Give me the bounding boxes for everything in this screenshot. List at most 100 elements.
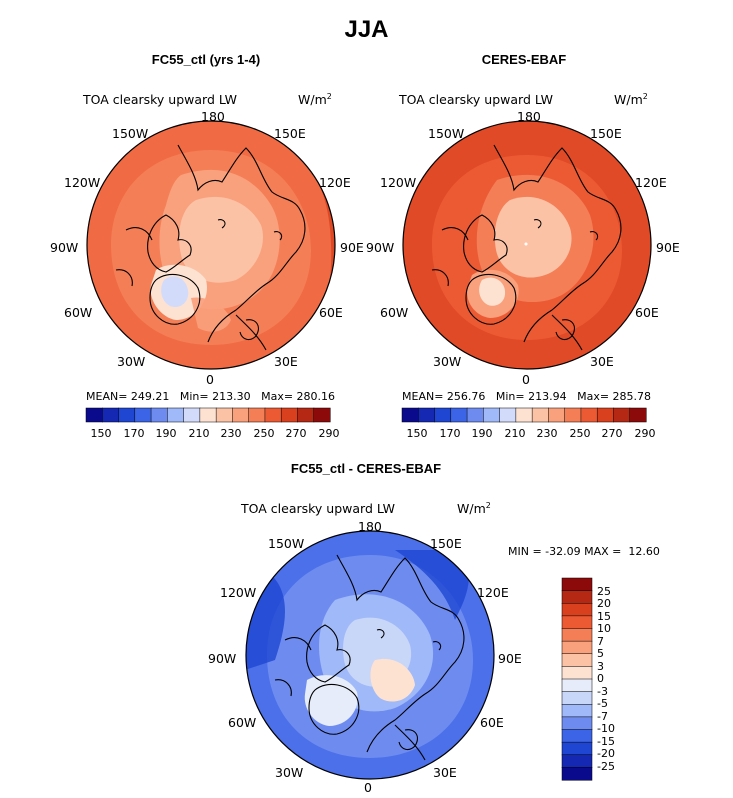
- panel2-lon-90e: 90E: [656, 240, 680, 255]
- colorbar-swatch: [85, 407, 103, 423]
- panel1-map-border: [86, 120, 336, 370]
- colorbar-swatch: [499, 407, 517, 423]
- colorbar-swatch: [561, 704, 593, 718]
- panel3-lon-120w: 120W: [220, 585, 257, 600]
- panel2-lon-120w: 120W: [380, 175, 417, 190]
- panel3-cb-label: -7: [597, 710, 608, 723]
- colorbar-swatch: [564, 407, 582, 423]
- panel2-lon-180: 180: [517, 109, 541, 124]
- panel1-lon-30e: 30E: [274, 354, 298, 369]
- panel3-colorbar: [561, 577, 593, 781]
- panel2-cb-label: 250: [569, 427, 591, 440]
- panel1-cb-label: 290: [318, 427, 340, 440]
- panel1-title: FC55_ctl (yrs 1-4): [151, 52, 261, 67]
- colorbar-swatch: [629, 407, 647, 423]
- panel3-cb-label: 0: [597, 672, 604, 685]
- colorbar-swatch: [561, 628, 593, 642]
- panel3-lon-30w: 30W: [275, 765, 304, 780]
- panel2-lon-90w: 90W: [366, 240, 395, 255]
- panel1-lon-120w: 120W: [64, 175, 101, 190]
- panel2-lon-30e: 30E: [590, 354, 614, 369]
- panel1-colorbar: [85, 407, 331, 423]
- colorbar-swatch: [561, 754, 593, 768]
- panel2-variable-label: TOA clearsky upward LW: [399, 92, 554, 107]
- panel3-cb-label: -15: [597, 735, 615, 748]
- panel2-cb-label: 150: [406, 427, 428, 440]
- colorbar-swatch: [134, 407, 152, 423]
- panel3-cb-label: -3: [597, 685, 608, 698]
- colorbar-swatch: [183, 407, 201, 423]
- panel3-cb-label: 3: [597, 660, 604, 673]
- panel3-polar-map: [245, 530, 495, 780]
- colorbar-swatch: [401, 407, 419, 423]
- panel3-cb-label: -10: [597, 722, 615, 735]
- panel3-cb-label: 20: [597, 597, 611, 610]
- panel1-greenland-cold: [161, 276, 189, 308]
- panel2-polar-map: [402, 120, 652, 370]
- panel2-cb-label: 290: [634, 427, 656, 440]
- colorbar-swatch: [561, 590, 593, 604]
- colorbar-swatch: [561, 691, 593, 705]
- panel3-cb-label: -5: [597, 697, 608, 710]
- panel1-lon-30w: 30W: [117, 354, 146, 369]
- panel1-cb-label: 170: [123, 427, 145, 440]
- panel1-arctic-core: [179, 196, 264, 283]
- panel1-variable-label: TOA clearsky upward LW: [83, 92, 238, 107]
- colorbar-swatch: [280, 407, 299, 423]
- panel1-lon-0: 0: [206, 372, 214, 387]
- panel2-arctic-core: [494, 196, 572, 278]
- panel1-stats: MEAN= 249.21 Min= 213.30 Max= 280.16: [86, 390, 336, 403]
- panel3-stats: MIN = -32.09 MAX = 12.60: [508, 545, 660, 558]
- panel3-coastlines: [274, 554, 465, 761]
- panel3-cb-label: 10: [597, 622, 611, 635]
- colorbar-swatch: [561, 741, 593, 756]
- panel3-lon-0: 0: [364, 780, 372, 795]
- panel3-cb-label: 25: [597, 585, 611, 598]
- panel2-title: CERES-EBAF: [481, 52, 567, 67]
- panel3-northeast-deep: [395, 550, 470, 620]
- panel2-cb-label: 190: [471, 427, 493, 440]
- panel3-variable-label: TOA clearsky upward LW: [241, 501, 396, 516]
- panel2-lon-150w: 150W: [428, 126, 465, 141]
- colorbar-swatch: [264, 407, 282, 423]
- panel2-lon-30w: 30W: [433, 354, 462, 369]
- panel2-lon-60w: 60W: [380, 305, 409, 320]
- panel1-coastlines: [115, 144, 306, 351]
- panel1-lon-90e: 90E: [340, 240, 364, 255]
- panel3-lon-150w: 150W: [268, 536, 305, 551]
- colorbar-swatch: [167, 407, 185, 423]
- panel2-cb-label: 170: [439, 427, 461, 440]
- panel1-lon-150e: 150E: [274, 126, 306, 141]
- colorbar-swatch: [418, 407, 436, 423]
- colorbar-swatch: [313, 407, 331, 423]
- panel3-cb-label: -20: [597, 747, 615, 760]
- colorbar-swatch: [561, 615, 593, 630]
- panel1-cb-label: 270: [285, 427, 307, 440]
- panel2-cb-label: 230: [536, 427, 558, 440]
- panel3-lon-120e: 120E: [477, 585, 509, 600]
- colorbar-swatch: [248, 407, 266, 423]
- panel3-units: W/m2: [457, 501, 491, 517]
- panel3-lon-90w: 90W: [208, 651, 237, 666]
- colorbar-swatch: [118, 407, 136, 423]
- colorbar-swatch: [561, 767, 593, 781]
- panel1-polar-map: [86, 120, 336, 370]
- colorbar-swatch: [561, 603, 593, 617]
- colorbar-swatch: [199, 407, 217, 423]
- panel3-title: FC55_ctl - CERES-EBAF: [290, 461, 442, 476]
- panel2-lon-60e: 60E: [635, 305, 659, 320]
- panel2-lon-0: 0: [522, 372, 530, 387]
- panel3-lon-30e: 30E: [433, 765, 457, 780]
- panel1-lon-120e: 120E: [319, 175, 351, 190]
- panel2-lon-150e: 150E: [590, 126, 622, 141]
- panel3-lon-90e: 90E: [498, 651, 522, 666]
- panel2-stats: MEAN= 256.76 Min= 213.94 Max= 285.78: [402, 390, 652, 403]
- colorbar-swatch: [561, 729, 593, 743]
- panel3-cb-label: -25: [597, 760, 615, 773]
- panel1-lon-180: 180: [201, 109, 225, 124]
- colorbar-swatch: [434, 407, 452, 423]
- panel1-units: W/m2: [298, 92, 332, 108]
- panel3-cb-label: 15: [597, 610, 611, 623]
- colorbar-swatch: [297, 407, 315, 423]
- colorbar-swatch: [515, 407, 533, 423]
